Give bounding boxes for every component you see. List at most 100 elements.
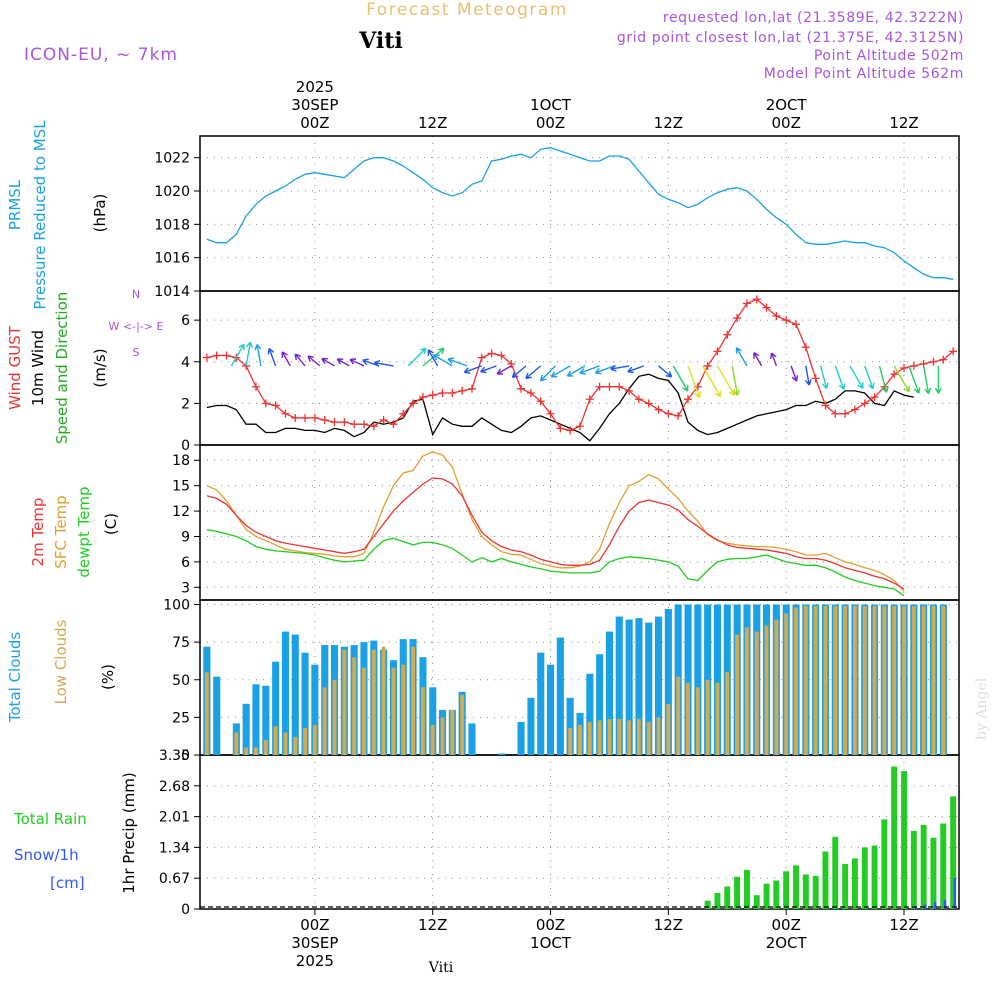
low-cloud-bar (803, 606, 808, 755)
bottom-year-label: 2025 (296, 952, 334, 970)
rain-bar (881, 819, 888, 909)
precip-ylabel: 1hr Precip (mm) (120, 772, 138, 893)
compass-we: W <-|-> E (109, 320, 164, 333)
wind-gust-line-marker (723, 330, 732, 339)
wind-direction-arrow (373, 359, 394, 367)
low-cloud-bar (352, 657, 357, 755)
wind-direction-arrow (687, 365, 702, 399)
wind-gust-line-marker (458, 386, 467, 395)
sfc-temp-line (206, 451, 905, 592)
low-cloud-bar (872, 606, 877, 755)
low-cloud-bar (744, 627, 749, 755)
bottom-time-label: 00Z (300, 916, 329, 934)
wind-gust-line-marker (742, 299, 751, 308)
low-cloud-bar (686, 682, 690, 755)
bottom-time-label: 00Z (772, 916, 801, 934)
wind-direction-arrow (336, 358, 350, 367)
wind-gust-line-marker (546, 409, 555, 418)
total-cloud-bar (605, 631, 613, 755)
wind-direction-arrow (267, 347, 277, 367)
wind-gust-line-marker (909, 361, 918, 370)
wind-gust-line-marker (792, 320, 801, 329)
low-cloud-bar (725, 672, 730, 755)
temperature-ytick-label: 6 (181, 555, 190, 571)
bottom-date-label: 2OCT (766, 934, 808, 952)
precipitation-ytick-label: 2.01 (159, 810, 190, 826)
low-cloud-bar (597, 720, 602, 755)
wind-direction-arrow (864, 365, 875, 390)
low-cloud-bar (882, 606, 887, 755)
total-cloud-bar (664, 609, 672, 755)
top-time-label: 00Z (772, 114, 801, 132)
wind-direction-arrow (463, 365, 483, 374)
time-axis: 00Z 00Z 12Z 12Z 00Z 00Z 12Z 12Z 00Z 00Z 12Z 12Z 30SE… (291, 78, 918, 970)
wind-gust-line-marker (782, 316, 791, 325)
low-cloud-bar (911, 606, 916, 755)
low-cloud-bar (735, 634, 739, 755)
wind-direction-arrow (849, 365, 864, 389)
bottom-time-label: 12Z (889, 916, 918, 934)
wind-gust-line-marker (281, 409, 290, 418)
low-cloud-bar (204, 672, 209, 755)
snow-bar (924, 904, 927, 909)
wind-direction-arrow (735, 347, 748, 367)
pressure-ytick-label: 1016 (154, 251, 190, 267)
rain-bar (871, 845, 878, 909)
low-cloud-bar (617, 718, 622, 755)
watermark: by Angel (974, 677, 990, 740)
wind-gust-line-marker (517, 384, 526, 393)
pressure-frame (199, 135, 960, 292)
temperature-ytick-label: 3 (181, 580, 190, 596)
total-cloud-bar (429, 687, 437, 755)
total-cloud-bar (281, 631, 289, 755)
low-cloud-bar (941, 606, 946, 755)
precipitation-ytick-label: 0.67 (159, 871, 190, 887)
wind-gust-line-marker (615, 382, 624, 391)
rain-bar (832, 836, 839, 909)
low-cloud-bar (794, 607, 798, 755)
wind-direction-arrow (878, 365, 889, 393)
total-cloud-bar (497, 753, 505, 755)
temp-title-2: SFC Temp (52, 495, 70, 568)
total-cloud-bar (537, 652, 545, 755)
wind-gust-line-marker (664, 409, 673, 418)
temp-ylabel: (C) (102, 513, 120, 535)
pressure-ylabel: (hPa) (91, 194, 109, 233)
snow-bar (934, 902, 937, 909)
model-label: ICON-EU, ~ 7km (24, 45, 178, 65)
low-cloud-bar (636, 718, 641, 755)
total-cloud-bar (527, 697, 535, 755)
wind-gust-line-marker (202, 353, 211, 362)
wind-direction-arrow (923, 365, 932, 395)
wind-gust-line-marker (310, 413, 319, 422)
wind-gust-line-marker (634, 395, 643, 404)
wind-gust-line-marker (831, 409, 840, 418)
rain-bar (910, 830, 917, 909)
wind-gust-line-marker (703, 361, 712, 370)
precipitation-ytick-label: 0 (181, 902, 190, 918)
wind-direction-arrow (790, 365, 799, 382)
precipitation-ytick-label: 1.34 (159, 840, 190, 856)
rain-bar (901, 771, 907, 909)
clouds-ylabel: (%) (99, 664, 117, 690)
precip-title-1: Total Rain (13, 810, 87, 828)
wind-direction-arrow (511, 365, 527, 379)
low-cloud-bar (450, 709, 455, 755)
pressure-title-1: PRMSL (6, 179, 24, 230)
top-time-label: 00Z (300, 114, 329, 132)
low-cloud-bar (823, 606, 828, 755)
pressure-ytick-label: 1014 (154, 284, 190, 300)
wind-ytick-label: 2 (181, 396, 190, 412)
rain-bar (842, 863, 849, 909)
rain-bar (734, 876, 740, 909)
wind-direction-arrow (908, 365, 921, 394)
wind-gust-line-marker (467, 384, 476, 393)
wind-direction-arrow (804, 365, 812, 386)
wind-gust-line-marker (683, 395, 692, 404)
rain-bar (773, 880, 780, 909)
wind-gust-line-marker (301, 413, 310, 422)
total-cloud-bar (713, 604, 721, 755)
total-cloud-bar (468, 723, 476, 755)
rain-bar (714, 892, 721, 909)
